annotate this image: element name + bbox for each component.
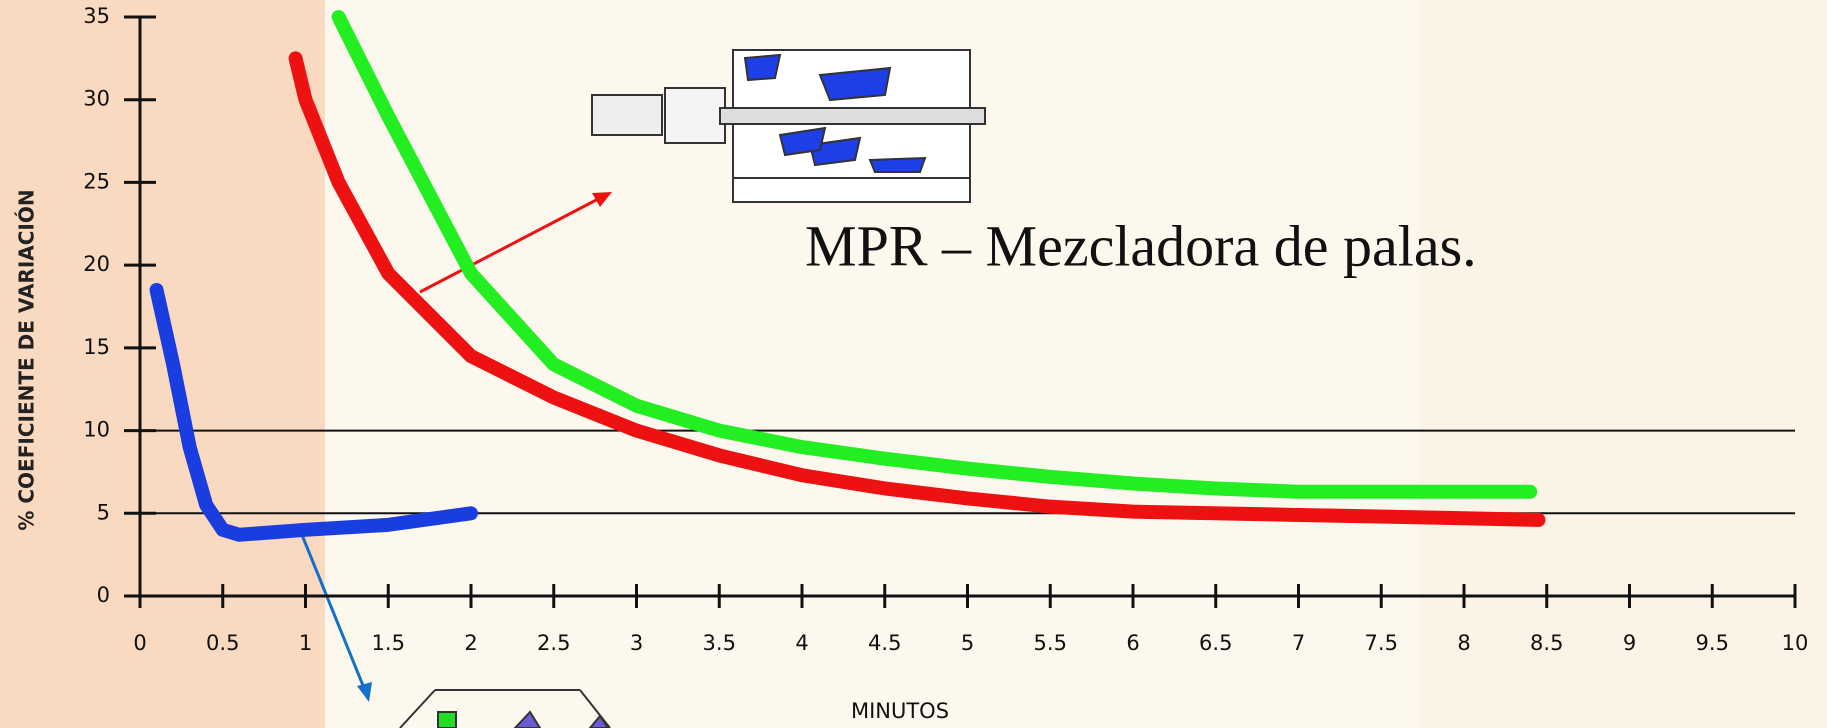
data-line [331, 10, 1538, 499]
y-tick-label: 5 [97, 500, 110, 524]
x-tick-label: 4 [795, 631, 808, 655]
arrow [298, 529, 366, 689]
x-tick-label: 6.5 [1199, 631, 1232, 655]
x-tick-label: 2 [464, 631, 477, 655]
data-line [149, 282, 478, 542]
y-tick-label: 0 [97, 583, 110, 607]
x-tick-label: 3 [630, 631, 643, 655]
x-tick-label: 0 [133, 631, 146, 655]
x-tick-label: 0.5 [206, 631, 239, 655]
x-tick-label: 6 [1126, 631, 1139, 655]
arrow-head [357, 682, 372, 702]
y-tick-label: 15 [83, 335, 110, 359]
x-tick-label: 1.5 [372, 631, 405, 655]
x-tick-label: 7 [1292, 631, 1305, 655]
y-tick-label: 30 [83, 87, 110, 111]
y-tick-label: 35 [83, 4, 110, 28]
x-tick-label: 9 [1623, 631, 1636, 655]
y-tick-label: 10 [83, 418, 110, 442]
x-tick-label: 5 [961, 631, 974, 655]
annotation: MPR – Mezcladora de palas. [805, 213, 1477, 278]
x-tick-label: 10 [1782, 631, 1809, 655]
mixer-illustration [399, 689, 611, 728]
y-tick-label: 25 [83, 169, 110, 193]
x-tick-label: 8 [1457, 631, 1470, 655]
arrow-head [592, 192, 612, 207]
x-tick-label: 5.5 [1034, 631, 1067, 655]
x-tick-label: 8.5 [1530, 631, 1563, 655]
x-tick-label: 4.5 [868, 631, 901, 655]
y-axis-label: % COEFICIENTE DE VARIACIÓN [15, 189, 39, 530]
y-tick-label: 20 [83, 252, 110, 276]
side-band [1420, 0, 1827, 728]
x-tick-label: 1 [299, 631, 312, 655]
x-axis-label: MINUTOS [851, 699, 949, 723]
x-tick-label: 9.5 [1696, 631, 1729, 655]
arrow [419, 196, 601, 294]
x-tick-label: 2.5 [537, 631, 570, 655]
mixer-illustration [591, 49, 986, 203]
data-line [288, 51, 1546, 527]
x-tick-label: 7.5 [1365, 631, 1398, 655]
side-band [0, 0, 325, 728]
x-tick-label: 3.5 [703, 631, 736, 655]
